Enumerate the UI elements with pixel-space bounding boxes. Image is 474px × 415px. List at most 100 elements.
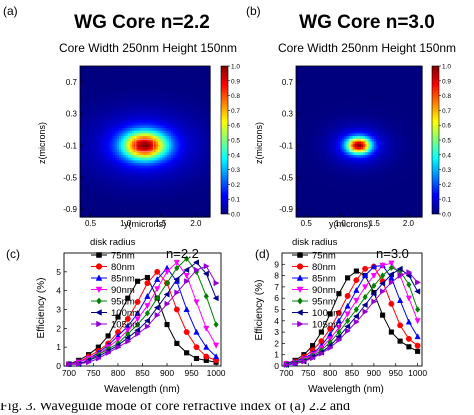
heatmap-cell bbox=[86, 128, 90, 132]
heatmap-cell bbox=[333, 117, 337, 121]
heatmap-cell bbox=[86, 157, 90, 161]
heatmap-cell bbox=[99, 95, 103, 99]
heatmap-cell bbox=[409, 84, 413, 89]
heatmap-cell bbox=[140, 154, 144, 159]
heatmap-cell bbox=[132, 168, 135, 172]
heatmap-cell bbox=[95, 87, 98, 91]
heatmap-cell bbox=[138, 87, 142, 91]
heatmap-cell bbox=[190, 176, 194, 180]
heatmap-cell bbox=[160, 163, 163, 167]
heatmap-cell bbox=[106, 76, 109, 81]
heatmap-cell bbox=[194, 90, 198, 94]
heatmap-cell bbox=[121, 187, 124, 191]
heatmap-cell bbox=[149, 195, 153, 199]
heatmap-cell bbox=[192, 119, 196, 124]
heatmap-cell bbox=[205, 79, 209, 83]
heatmap-cell bbox=[323, 82, 326, 86]
heatmap-cell bbox=[97, 173, 101, 178]
heatmap-cell bbox=[125, 152, 129, 156]
heatmap-cell bbox=[329, 84, 333, 89]
heatmap-cell bbox=[375, 111, 379, 116]
heatmap-cell bbox=[108, 190, 111, 194]
heatmap-cell bbox=[121, 168, 124, 172]
heatmap-cell bbox=[388, 128, 392, 132]
heatmap-cell bbox=[188, 122, 192, 126]
heatmap-cell bbox=[103, 179, 107, 183]
heatmap-cell bbox=[86, 176, 90, 180]
heatmap-cell bbox=[155, 200, 159, 205]
heatmap-cell bbox=[166, 168, 170, 172]
heatmap-cell bbox=[298, 74, 301, 78]
heatmap-cell bbox=[419, 90, 423, 94]
heatmap-cell bbox=[331, 128, 335, 132]
heatmap-cell bbox=[344, 111, 347, 116]
heatmap-cell bbox=[173, 122, 176, 126]
heatmap-cell bbox=[108, 79, 111, 83]
heatmap-cell bbox=[123, 152, 127, 156]
heatmap-cell bbox=[314, 82, 318, 86]
heatmap-cell bbox=[155, 160, 159, 164]
heatmap-cell bbox=[101, 109, 105, 113]
heatmap-cell bbox=[168, 192, 172, 197]
heatmap-cell bbox=[363, 90, 366, 94]
heatmap-cell bbox=[86, 114, 90, 118]
heatmap-cell bbox=[168, 157, 172, 161]
heatmap-cell bbox=[153, 200, 157, 205]
heatmap-cell bbox=[186, 106, 189, 110]
heatmap-cell bbox=[346, 66, 350, 70]
heatmap-cell bbox=[145, 146, 148, 151]
heatmap-cell bbox=[129, 138, 133, 143]
heatmap-cell bbox=[401, 101, 404, 105]
heatmap-cell bbox=[201, 168, 205, 172]
heatmap-cell bbox=[140, 82, 144, 86]
heatmap-cell bbox=[335, 133, 339, 137]
heatmap-cell bbox=[207, 200, 211, 205]
heatmap-cell bbox=[365, 82, 368, 86]
heatmap-cell bbox=[142, 198, 146, 202]
heatmap-cell bbox=[121, 79, 124, 83]
heatmap-cell bbox=[93, 190, 96, 194]
heatmap-cell bbox=[300, 90, 303, 94]
heatmap-cell bbox=[147, 144, 150, 148]
heatmap-cell bbox=[302, 87, 305, 91]
heatmap-cell bbox=[173, 117, 176, 121]
heatmap-cell bbox=[190, 74, 194, 78]
heatmap-cell bbox=[158, 138, 161, 143]
heatmap-cell bbox=[346, 101, 350, 105]
heatmap-cell bbox=[80, 190, 83, 194]
heatmap-cell bbox=[127, 192, 131, 197]
heatmap-cell bbox=[119, 114, 122, 118]
heatmap-cell bbox=[201, 103, 205, 108]
heatmap-cell bbox=[329, 119, 333, 124]
heatmap-cell bbox=[95, 111, 98, 116]
heatmap-cell bbox=[194, 92, 198, 97]
heatmap-cell bbox=[205, 184, 209, 188]
heatmap-cell bbox=[348, 84, 352, 89]
heatmap-cell bbox=[108, 103, 111, 108]
heatmap-cell bbox=[116, 66, 120, 70]
heatmap-cell bbox=[147, 130, 150, 135]
heatmap-cell bbox=[409, 133, 413, 137]
heatmap-cell bbox=[396, 130, 400, 135]
heatmap-cell bbox=[203, 141, 207, 145]
heatmap-cell bbox=[82, 154, 85, 159]
heatmap-cell bbox=[340, 68, 343, 72]
heatmap-cell bbox=[179, 119, 183, 124]
heatmap-cell bbox=[181, 71, 185, 75]
heatmap-cell bbox=[80, 128, 83, 132]
heatmap-cell bbox=[184, 168, 187, 172]
heatmap-cell bbox=[201, 68, 205, 72]
heatmap-cell bbox=[82, 119, 85, 124]
heatmap-cell bbox=[188, 157, 192, 161]
heatmap-cell bbox=[377, 84, 381, 89]
heatmap-cell bbox=[95, 141, 98, 145]
heatmap-cell bbox=[296, 109, 299, 113]
heatmap-cell bbox=[121, 95, 124, 99]
heatmap-cell bbox=[86, 90, 90, 94]
heatmap-cell bbox=[175, 171, 179, 175]
heatmap-cell bbox=[84, 82, 88, 86]
heatmap-cell bbox=[302, 125, 305, 129]
heatmap-cell bbox=[134, 141, 137, 145]
heatmap-cell bbox=[127, 119, 131, 124]
x-tick-label: 1.0 bbox=[120, 219, 132, 228]
